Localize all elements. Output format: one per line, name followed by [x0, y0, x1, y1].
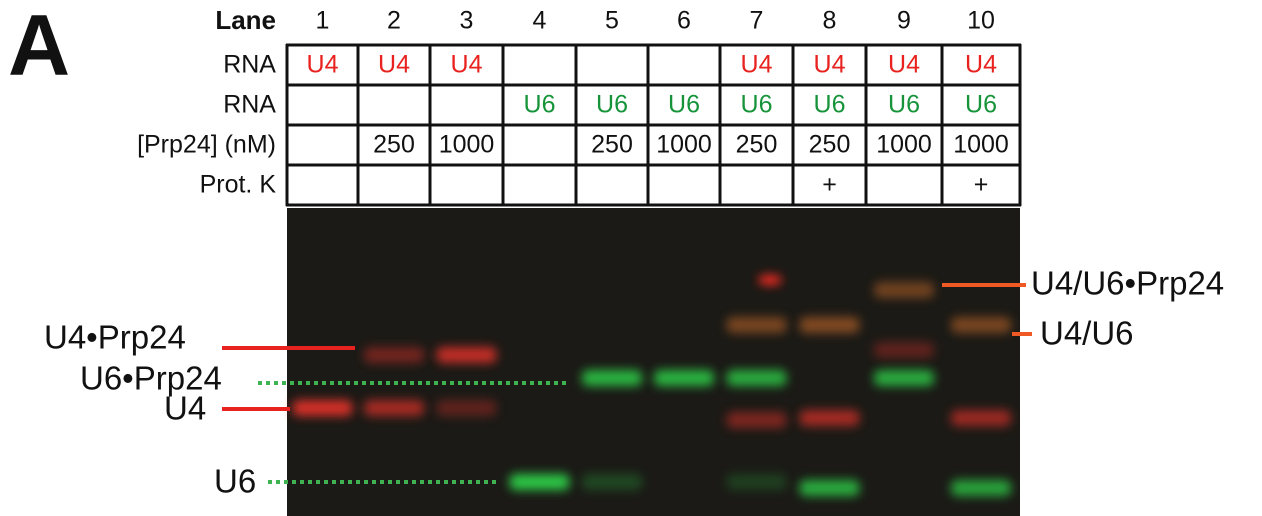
band-label: U6: [214, 463, 256, 500]
figure: A Lane 1 2 3 4 5 6 7 8 9 10 RNA U4 U4 U4 U4 U4 U4 U4 RNA U6…: [0, 0, 1262, 516]
gel-band: [727, 317, 787, 333]
gel-band: [364, 347, 424, 363]
gel-band: [582, 474, 642, 490]
gel-band: [800, 480, 860, 496]
lane-number: 2: [387, 7, 401, 35]
cell-text: U6: [668, 91, 700, 119]
cell-text: U4: [741, 51, 773, 79]
cell-text: U6: [888, 91, 920, 119]
gel-band: [582, 370, 642, 386]
cell-text: U4: [965, 51, 997, 79]
cell-text: U4: [888, 51, 920, 79]
gel-band: [800, 410, 860, 426]
cell-text: +: [822, 171, 837, 199]
lane-number: 10: [967, 7, 995, 35]
band-label: U4: [164, 390, 206, 427]
cell-text: 1000: [876, 131, 932, 159]
gel-band: [874, 370, 934, 386]
cell-text: 250: [373, 131, 415, 159]
cell-text: 1000: [953, 131, 1009, 159]
cell-text: 250: [809, 131, 851, 159]
cell-text: U6: [524, 91, 556, 119]
row-label: RNA: [223, 91, 276, 119]
lane-number: 3: [460, 7, 474, 35]
gel-band: [727, 412, 787, 428]
lane-number: 6: [677, 7, 691, 35]
cell-text: +: [974, 171, 989, 199]
lane-number: 8: [823, 7, 837, 35]
cell-text: U6: [596, 91, 628, 119]
gel-band: [951, 410, 1011, 426]
lane-header: Lane: [215, 5, 276, 35]
cell-text: U6: [814, 91, 846, 119]
lane-number: 4: [533, 7, 547, 35]
gel-band: [364, 400, 424, 416]
gel-band: [800, 317, 860, 333]
cell-text: 1000: [656, 131, 712, 159]
lane-number: 1: [316, 7, 330, 35]
lane-table: 1 2 3 4 5 6 7 8 9 10 RNA U4 U4 U4 U4 U4 U4 U4 RNA U6 U6 U6 U6 U…: [137, 7, 1021, 206]
band-label: U4/U6: [1040, 315, 1134, 352]
row-label: [Prp24] (nM): [137, 131, 276, 159]
cell-text: U4: [814, 51, 846, 79]
gel-band: [727, 474, 787, 490]
band-label: U4•Prp24: [44, 319, 186, 356]
cell-text: 250: [591, 131, 633, 159]
gel-band: [951, 480, 1011, 496]
cell-text: U6: [741, 91, 773, 119]
row-label: Prot. K: [200, 171, 277, 199]
cell-text: U4: [451, 51, 483, 79]
lane-number: 5: [605, 7, 619, 35]
gel-band: [727, 370, 787, 386]
cell-text: U6: [965, 91, 997, 119]
cell-text: 1000: [439, 131, 495, 159]
lane-number: 9: [897, 7, 911, 35]
lane-number: 7: [750, 7, 764, 35]
gel-band: [293, 400, 353, 416]
gel-band: [874, 282, 934, 298]
gel-band: [437, 400, 497, 416]
row-label: RNA: [223, 51, 276, 79]
gel-band: [874, 342, 934, 358]
gel-band: [654, 370, 714, 386]
gel-band: [951, 317, 1011, 333]
gel-spot: [758, 275, 782, 285]
panel-label: A: [8, 0, 70, 94]
cell-text: 250: [736, 131, 778, 159]
cell-text: U4: [378, 51, 410, 79]
gel-band: [437, 347, 497, 363]
gel-band: [510, 474, 570, 490]
band-label: U4/U6•Prp24: [1031, 265, 1224, 302]
cell-text: U4: [307, 51, 339, 79]
